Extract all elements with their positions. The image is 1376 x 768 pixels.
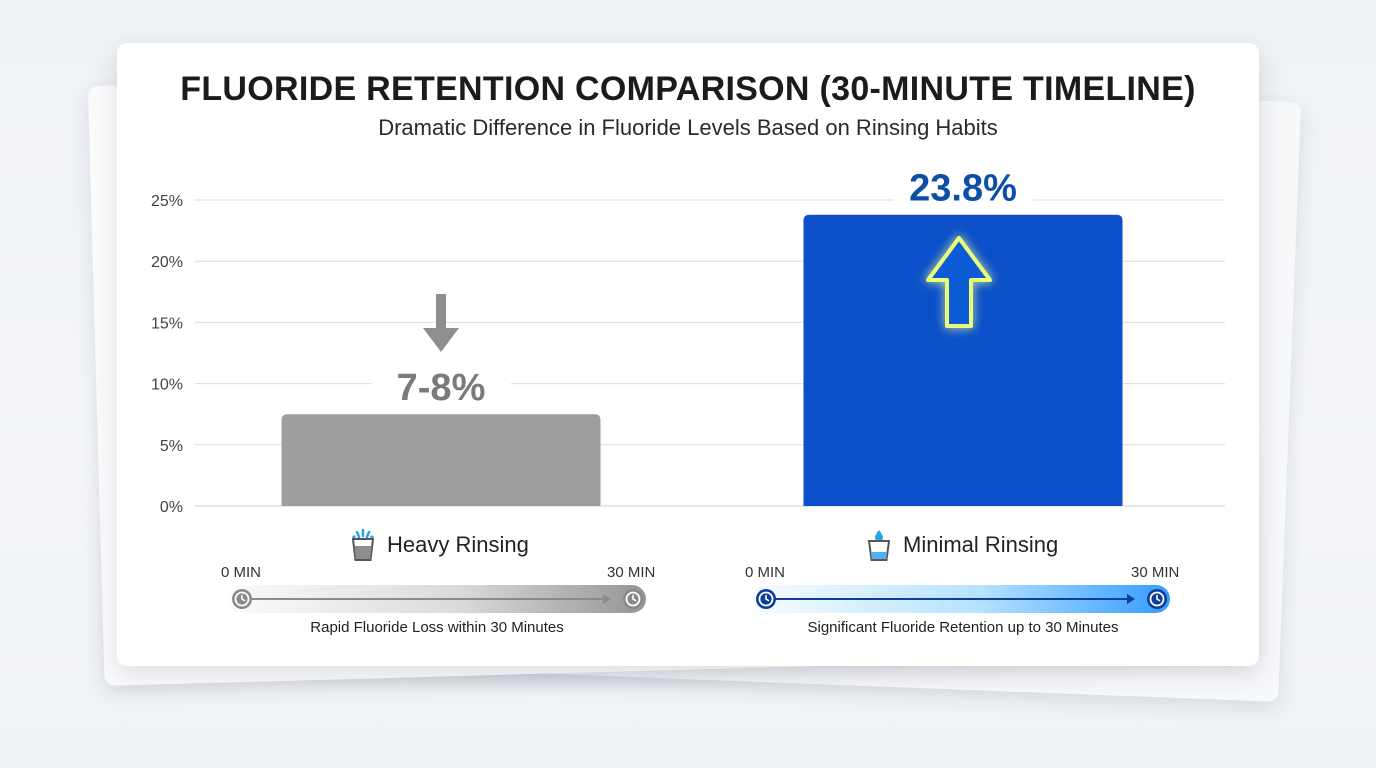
clock-icon <box>756 589 776 609</box>
bar-minimal-rinsing <box>803 214 1123 507</box>
value-label-backdrop <box>893 166 1033 213</box>
timeline-end-label: 30 MIN <box>1131 564 1180 581</box>
category-label-minimal: Minimal Rinsing <box>863 528 1058 562</box>
value-label: 7-8% <box>397 367 486 409</box>
category-label-heavy: Heavy Rinsing <box>347 528 529 562</box>
y-tick-label: 25% <box>151 193 183 210</box>
clock-icon <box>623 589 643 609</box>
category-text: Heavy Rinsing <box>387 532 529 557</box>
timeline-caption: Rapid Fluoride Loss within 30 Minutes <box>310 619 564 636</box>
chart-subtitle: Dramatic Difference in Fluoride Levels B… <box>378 115 998 140</box>
category-text: Minimal Rinsing <box>903 532 1059 557</box>
y-tick-label: 10% <box>151 377 183 394</box>
down-arrow-icon <box>423 294 459 352</box>
splashing-glass-icon <box>351 528 375 561</box>
bar-heavy-rinsing <box>281 414 601 506</box>
water-drop-glass-icon <box>867 530 891 561</box>
timeline-start-label: 0 MIN <box>221 564 262 581</box>
timeline-arrow <box>243 594 611 604</box>
y-tick-label: 20% <box>151 254 183 271</box>
timeline-end-label: 30 MIN <box>607 564 656 581</box>
y-tick-label: 0% <box>160 499 183 516</box>
y-tick-label: 15% <box>151 315 183 332</box>
timeline-start-label: 0 MIN <box>745 564 786 581</box>
timeline-arrow <box>767 594 1135 604</box>
clock-icon <box>1147 589 1167 609</box>
chart-title: FLUORIDE RETENTION COMPARISON (30-MINUTE… <box>180 70 1196 108</box>
up-arrow-icon <box>926 236 992 328</box>
y-tick-label: 5% <box>160 438 183 455</box>
timeline-caption: Significant Fluoride Retention up to 30 … <box>807 619 1119 636</box>
value-label: 23.8% <box>909 168 1017 210</box>
value-label-backdrop <box>371 366 511 413</box>
clock-icon <box>232 589 252 609</box>
